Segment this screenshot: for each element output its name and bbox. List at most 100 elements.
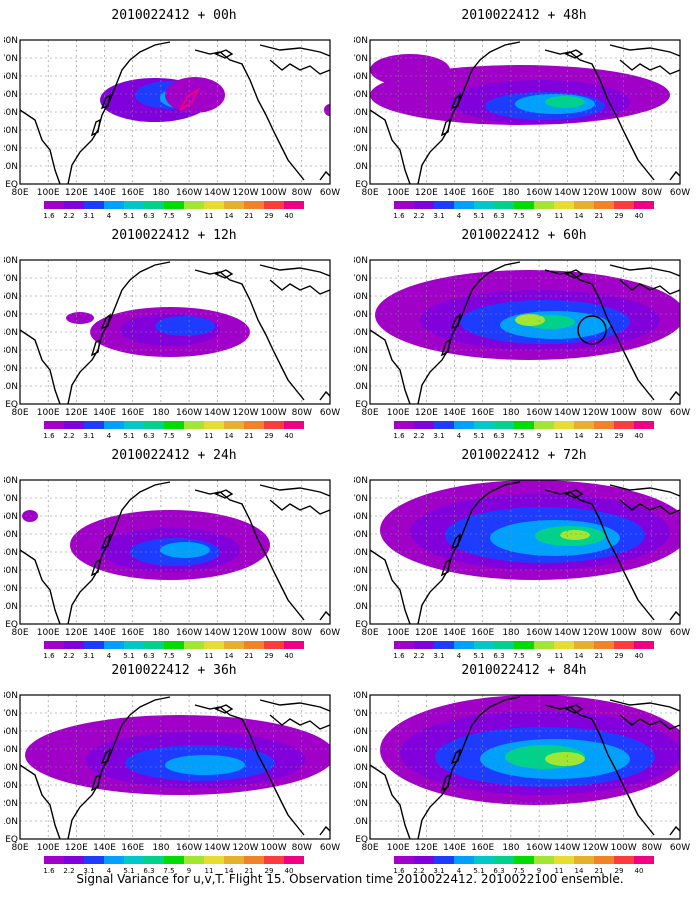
colorbar-swatch [264,421,284,429]
colorbar-swatch [514,641,534,649]
variance-contour [160,542,210,558]
colorbar-swatch [104,201,124,209]
lon-tick-label: 180 [502,628,519,638]
panel-title: 2010022412 + 36h [111,663,237,678]
colorbar-swatch [594,421,614,429]
colorbar-label: 21 [245,432,254,440]
coastline [20,329,61,404]
colorbar-label: 4 [107,652,112,660]
variance-contour [370,54,450,86]
colorbar-label: 6.3 [143,432,154,440]
colorbar-label: 7.5 [163,212,174,220]
lon-tick-label: 180 [152,188,169,198]
lon-tick-label: 80W [292,628,312,638]
colorbar-label: 40 [635,432,644,440]
coastline [609,699,680,712]
colorbar-swatch [474,641,494,649]
colorbar-label: 40 [635,212,644,220]
coastline [259,44,330,57]
colorbar-swatch [634,421,654,429]
colorbar-swatch [144,421,164,429]
colorbar-label: 14 [575,867,584,875]
lon-tick-label: 100E [37,188,60,198]
lon-tick-label: 140W [554,843,580,853]
lon-tick-label: 100W [261,408,287,418]
colorbar-swatch [554,856,574,864]
coastline [669,825,680,836]
coastline [259,484,330,497]
lon-tick-label: 100W [611,408,637,418]
lat-tick-label: 10N [4,382,18,392]
variance-contour [560,530,590,540]
coastline [214,489,234,499]
colorbar-swatch [414,641,434,649]
lat-tick-label: 60N [4,512,18,522]
map-panel-72h: 2010022412 + 72h 80N 70N 60N 50N 40N 30N 20N 10… [354,440,694,660]
coastline [669,610,680,621]
colorbar-swatch [554,421,574,429]
lat-tick-label: 10N [354,382,368,392]
variance-contour [66,312,94,324]
coastline [417,481,521,624]
lon-tick-label: 140W [204,628,230,638]
lon-tick-label: 120E [415,188,438,198]
colorbar-swatch [574,201,594,209]
colorbar-swatch [84,856,104,864]
colorbar-label: 21 [245,867,254,875]
colorbar-swatch [614,641,634,649]
coastline [20,109,61,184]
colorbar-label: 1.6 [393,652,405,660]
colorbar-label: 9 [537,867,541,875]
lat-tick-label: EQ [5,180,18,190]
lon-tick-label: 80E [361,843,378,853]
colorbar-label: 9 [187,432,191,440]
observation-marker [577,315,607,345]
observation-marker [179,87,201,111]
colorbar-label: 2.2 [63,867,74,875]
coastline [564,49,584,59]
colorbar-swatch [64,856,84,864]
lon-tick-label: 120E [415,628,438,638]
map-frame [19,479,331,625]
map-panel-36h: 2010022412 + 36h 80N 70N 60N 50N 40N 30N 20N 10… [4,655,344,875]
colorbar-swatch [394,201,414,209]
colorbar-swatch [454,421,474,429]
lon-tick-label: 120W [582,408,608,418]
coastline [319,390,330,401]
colorbar-label: 11 [205,212,214,220]
colorbar-swatch [264,201,284,209]
colorbar-label: 11 [205,867,214,875]
colorbar-label: 14 [575,212,584,220]
lat-tick-label: 70N [354,274,368,284]
lat-tick-label: 40N [354,328,368,338]
colorbar-label: 6.3 [493,212,504,220]
lon-tick-label: 100E [37,628,60,638]
colorbar-label: 40 [635,867,644,875]
lon-tick-label: 100W [611,843,637,853]
lat-tick-label: 40N [354,548,368,558]
colorbar-label: 40 [285,867,294,875]
colorbar-swatch [514,201,534,209]
lat-tick-label: EQ [5,400,18,410]
colorbar-swatch [44,641,64,649]
colorbar-label: 2.2 [63,212,74,220]
coastline [90,773,101,792]
lon-tick-label: 160W [176,628,202,638]
colorbar-label: 21 [595,432,604,440]
lon-tick-label: 120W [232,843,258,853]
lon-tick-label: 80E [361,408,378,418]
colorbar-label: 1.6 [393,867,405,875]
colorbar-swatch [184,641,204,649]
coastline [269,714,330,730]
coastline [214,49,234,59]
colorbar-label: 14 [225,867,234,875]
colorbar-label: 5.1 [123,212,134,220]
colorbar-swatch [284,641,304,649]
lon-tick-label: 80W [642,408,662,418]
lon-tick-label: 140W [204,188,230,198]
lon-tick-label: 120E [65,188,88,198]
lon-tick-label: 160W [176,188,202,198]
lat-tick-label: 10N [354,602,368,612]
lon-tick-label: 80W [292,188,312,198]
